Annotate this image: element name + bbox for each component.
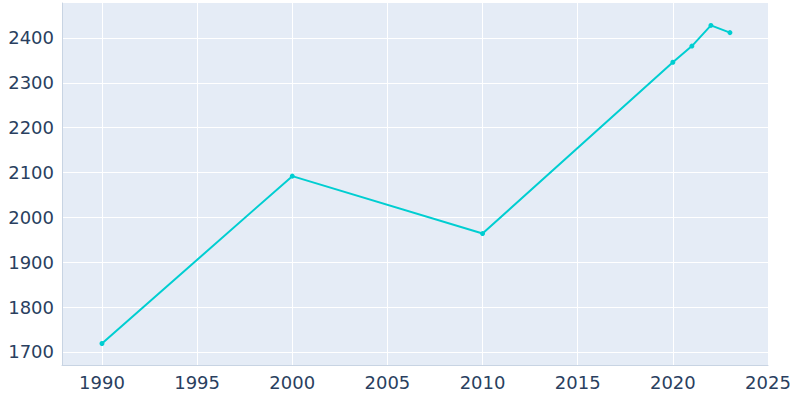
svg-text:2100: 2100 xyxy=(8,162,54,183)
svg-text:2025: 2025 xyxy=(745,372,791,393)
svg-text:2020: 2020 xyxy=(650,372,696,393)
svg-text:1995: 1995 xyxy=(174,372,220,393)
svg-text:2000: 2000 xyxy=(269,372,315,393)
svg-text:2200: 2200 xyxy=(8,117,54,138)
svg-text:2015: 2015 xyxy=(555,372,601,393)
svg-text:1900: 1900 xyxy=(8,252,54,273)
svg-text:2300: 2300 xyxy=(8,72,54,93)
svg-text:2400: 2400 xyxy=(8,27,54,48)
svg-text:1990: 1990 xyxy=(79,372,125,393)
svg-text:2005: 2005 xyxy=(365,372,411,393)
svg-text:1700: 1700 xyxy=(8,341,54,362)
svg-text:2010: 2010 xyxy=(460,372,506,393)
svg-text:1800: 1800 xyxy=(8,297,54,318)
svg-text:2000: 2000 xyxy=(8,207,54,228)
